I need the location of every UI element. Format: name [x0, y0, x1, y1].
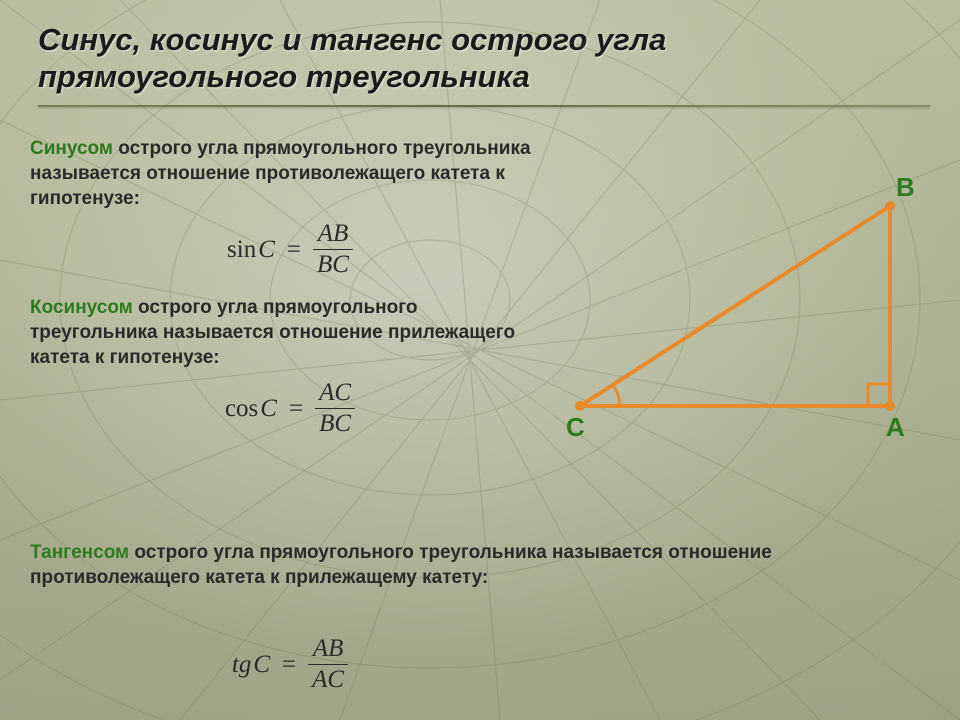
vertex-label-a: A [886, 412, 905, 443]
formula-cosine-num: AC [315, 380, 355, 408]
definition-cosine: Косинусом острого угла прямоугольного тр… [30, 295, 550, 370]
vertex-label-b: B [896, 172, 915, 203]
formula-tangent-fraction: AB AC [308, 636, 348, 694]
term-tangent: Тангенсом [30, 542, 129, 563]
formula-cosine-row: cosC = AC BC [30, 380, 550, 438]
formula-cosine: cosC = AC BC [225, 380, 355, 438]
content-column: Синусом острого угла прямоугольного треу… [30, 136, 550, 453]
equals-sign: = [289, 395, 303, 423]
formula-sine: sinC = AB BC [227, 221, 353, 279]
slide-title: Синус, косинус и тангенс острого угла пр… [38, 22, 930, 95]
equals-sign: = [282, 651, 296, 679]
vertex-c-dot [575, 401, 585, 411]
formula-sine-arg: C [258, 236, 275, 263]
title-line-1: Синус, косинус и тангенс острого угла [38, 22, 666, 57]
definition-cosine-text: Косинусом острого угла прямоугольного тр… [30, 295, 550, 370]
slide: Синус, косинус и тангенс острого угла пр… [0, 0, 960, 720]
triangle-svg [560, 186, 920, 446]
formula-sine-fn: sin [227, 236, 256, 263]
formula-cosine-fn: cos [225, 395, 258, 422]
formula-sine-fraction: AB BC [313, 221, 353, 279]
formula-sine-row: sinC = AB BC [30, 221, 550, 279]
term-sine: Синусом [30, 138, 113, 159]
definition-sine-text: Синусом острого угла прямоугольного треу… [30, 136, 550, 211]
formula-tangent-fn: tg [232, 651, 251, 678]
term-cosine: Косинусом [30, 297, 133, 318]
formula-cosine-den: BC [315, 408, 355, 437]
angle-arc [613, 385, 620, 406]
definition-sine: Синусом острого угла прямоугольного треу… [30, 136, 550, 211]
title-line-2: прямоугольного треугольника [38, 59, 530, 94]
triangle-shape [580, 206, 890, 406]
vertex-b-dot [885, 201, 895, 211]
definition-tangent: Тангенсом острого угла прямоугольного тр… [30, 540, 790, 590]
vertex-a-dot [885, 401, 895, 411]
triangle-diagram: B C A [560, 186, 920, 446]
formula-tangent-num: AB [309, 636, 348, 664]
formula-cosine-fraction: AC BC [315, 380, 355, 438]
formula-tangent: tgC = AB AC [232, 636, 348, 694]
formula-tangent-arg: C [253, 651, 270, 678]
equals-sign: = [287, 236, 301, 264]
title-bar: Синус, косинус и тангенс острого угла пр… [0, 0, 960, 123]
formula-cosine-arg: C [260, 395, 277, 422]
definition-tangent-text: Тангенсом острого угла прямоугольного тр… [30, 540, 790, 590]
title-underline [38, 105, 930, 107]
formula-sine-den: BC [313, 249, 353, 278]
formula-sine-num: AB [314, 221, 353, 249]
vertex-label-c: C [566, 412, 585, 443]
formula-tangent-row: tgC = AB AC [30, 636, 550, 694]
definition-tangent-rest: острого угла прямоугольного треугольника… [30, 542, 772, 588]
formula-tangent-den: AC [308, 664, 348, 693]
